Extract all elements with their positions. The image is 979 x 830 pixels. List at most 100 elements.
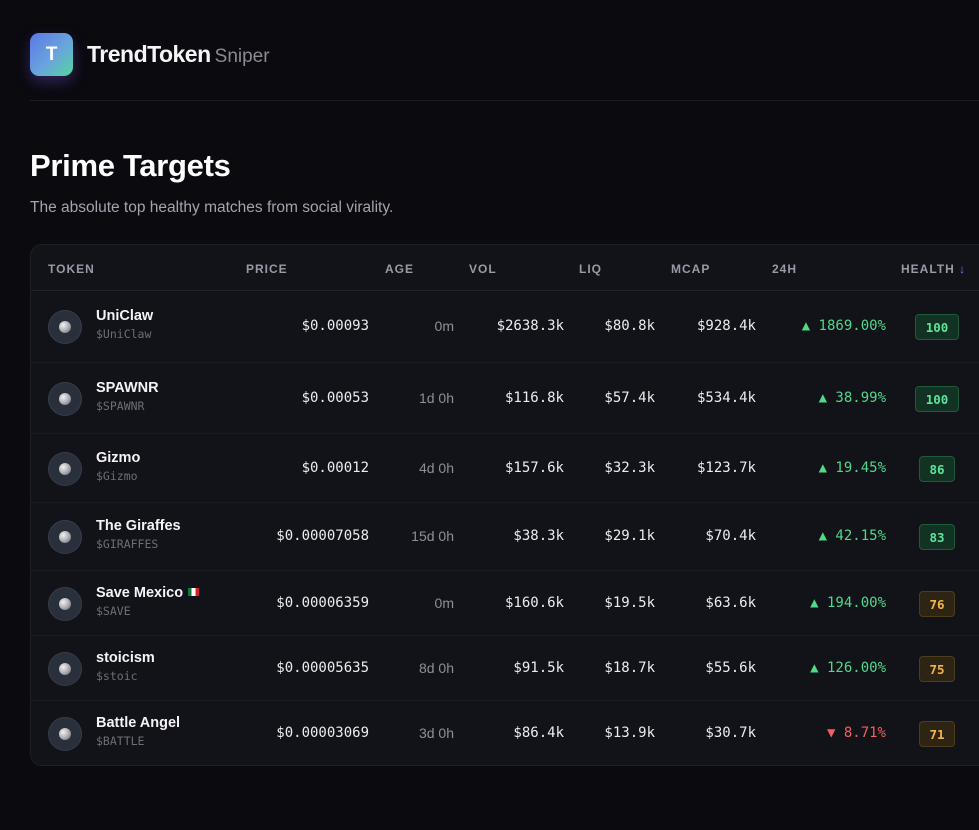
- token-liquidity: $19.5k: [604, 595, 655, 611]
- token-volume: $2638.3k: [496, 318, 564, 334]
- token-info: Gizmo $Gizmo: [96, 450, 140, 483]
- column-header-liq[interactable]: LIQ: [579, 262, 602, 276]
- page-subtitle: The absolute top healthy matches from so…: [30, 199, 394, 216]
- token-age: 0m: [434, 318, 454, 334]
- token-info: stoicism $stoic: [96, 650, 155, 683]
- token-name-wrap: SPAWNR: [96, 380, 159, 396]
- health-score-badge: 100: [915, 386, 959, 412]
- health-score-badge: 75: [919, 656, 955, 682]
- column-header-24h[interactable]: 24H: [772, 262, 798, 276]
- health-score-badge: 86: [919, 456, 955, 482]
- token-age: 3d 0h: [418, 725, 454, 741]
- column-header-price[interactable]: PRICE: [246, 262, 288, 276]
- token-volume: $157.6k: [504, 460, 564, 476]
- token-symbol: $SAVE: [96, 604, 131, 618]
- token-symbol: $SPAWNR: [96, 399, 145, 413]
- token-market-cap: $123.7k: [696, 460, 756, 476]
- token-age: 0m: [434, 595, 454, 611]
- token-name: Battle Angel: [96, 715, 181, 731]
- token-name-wrap: UniClaw: [96, 308, 153, 324]
- token-price: $0.00053: [301, 390, 369, 406]
- brand-name: TrendToken: [87, 41, 211, 67]
- table-row[interactable]: UniClaw $UniClaw $0.00093 0m $2638.3k $80.8k $…: [31, 291, 979, 363]
- token-avatar: [48, 652, 82, 686]
- token-market-cap: $928.4k: [696, 318, 756, 334]
- token-market-cap: $534.4k: [696, 390, 756, 406]
- table-row[interactable]: SPAWNR $SPAWNR $0.00053 1d 0h $116.8k $57.4k $…: [31, 363, 979, 434]
- token-name-wrap: The Giraffes: [96, 518, 181, 534]
- table-header: TOKEN PRICE AGE VOL LIQ MCAP 24H HEALTH …: [31, 245, 979, 291]
- token-liquidity: $18.7k: [604, 660, 655, 676]
- token-name: The Giraffes: [96, 518, 181, 534]
- token-avatar: [48, 310, 82, 344]
- token-name: Save Mexico: [96, 585, 184, 601]
- token-age: 4d 0h: [418, 460, 454, 476]
- token-symbol: $Gizmo: [96, 469, 138, 483]
- app-logo[interactable]: T: [30, 33, 73, 76]
- token-liquidity: $80.8k: [604, 318, 655, 334]
- page-title: Prime Targets: [30, 148, 231, 183]
- token-name-wrap: Gizmo: [96, 450, 140, 466]
- token-liquidity: $32.3k: [604, 460, 655, 476]
- token-24h-change: ▲ 194.00%: [810, 595, 886, 611]
- token-avatar: [48, 717, 82, 751]
- column-header-vol[interactable]: VOL: [469, 262, 497, 276]
- token-price: $0.00005635: [276, 660, 369, 676]
- token-name: Gizmo: [96, 450, 141, 466]
- health-score-badge: 76: [919, 591, 955, 617]
- health-score: 71: [929, 726, 945, 742]
- column-header-token[interactable]: TOKEN: [48, 262, 95, 276]
- health-score-badge: 100: [915, 314, 959, 340]
- token-24h-change: ▲ 38.99%: [818, 390, 886, 406]
- token-age: 8d 0h: [418, 660, 454, 676]
- column-header-health-label: HEALTH: [901, 262, 955, 276]
- token-avatar: [48, 520, 82, 554]
- token-name: stoicism: [96, 650, 155, 666]
- token-price: $0.00093: [301, 318, 369, 334]
- health-score: 76: [929, 596, 945, 612]
- token-info: Battle Angel $BATTLE: [96, 715, 180, 748]
- token-market-cap: $30.7k: [705, 725, 756, 741]
- token-market-cap: $63.6k: [705, 595, 756, 611]
- token-avatar: [48, 587, 82, 621]
- health-score: 75: [929, 661, 945, 677]
- token-price: $0.00003069: [276, 725, 369, 741]
- health-score: 83: [929, 529, 945, 545]
- token-liquidity: $13.9k: [604, 725, 655, 741]
- token-avatar: [48, 452, 82, 486]
- token-24h-change: ▼ 8.71%: [826, 725, 886, 741]
- token-age: 1d 0h: [418, 390, 454, 406]
- sort-descending-icon: ↓: [959, 262, 967, 276]
- health-score: 86: [929, 461, 945, 477]
- token-24h-change: ▲ 126.00%: [810, 660, 886, 676]
- table-row[interactable]: Save Mexico $SAVE $0.00006359 0m $160.6k $19.…: [31, 571, 979, 636]
- token-volume: $91.5k: [513, 660, 564, 676]
- table-row[interactable]: The Giraffes $GIRAFFES $0.00007058 15d 0h $3…: [31, 503, 979, 571]
- table-row[interactable]: Gizmo $Gizmo $0.00012 4d 0h $157.6k $32.3k $12…: [31, 434, 979, 503]
- column-header-mcap[interactable]: MCAP: [671, 262, 711, 276]
- token-market-cap: $70.4k: [705, 528, 756, 544]
- token-liquidity: $29.1k: [604, 528, 655, 544]
- tokens-table: TOKEN PRICE AGE VOL LIQ MCAP 24H HEALTH …: [30, 244, 979, 766]
- token-volume: $160.6k: [504, 595, 564, 611]
- token-volume: $38.3k: [513, 528, 564, 544]
- header-divider: [30, 100, 979, 101]
- token-symbol: $BATTLE: [96, 734, 145, 748]
- table-row[interactable]: Battle Angel $BATTLE $0.00003069 3d 0h $86.4…: [31, 701, 979, 765]
- table-row[interactable]: stoicism $stoic $0.00005635 8d 0h $91.5k $18.…: [31, 636, 979, 701]
- column-header-age[interactable]: AGE: [385, 262, 415, 276]
- token-24h-change: ▲ 42.15%: [818, 528, 886, 544]
- token-24h-change: ▲ 1869.00%: [801, 318, 886, 334]
- token-price: $0.00007058: [276, 528, 369, 544]
- health-score: 100: [925, 319, 949, 335]
- app-header: T TrendToken Sniper: [30, 33, 270, 76]
- token-info: The Giraffes $GIRAFFES: [96, 518, 181, 551]
- logo-letter: T: [45, 43, 58, 65]
- token-name-wrap: Battle Angel: [96, 715, 180, 731]
- column-header-health[interactable]: HEALTH ↓: [901, 262, 966, 276]
- health-score-badge: 83: [919, 524, 955, 550]
- token-price: $0.00006359: [276, 595, 369, 611]
- token-market-cap: $55.6k: [705, 660, 756, 676]
- token-info: Save Mexico $SAVE: [96, 585, 200, 618]
- token-avatar: [48, 382, 82, 416]
